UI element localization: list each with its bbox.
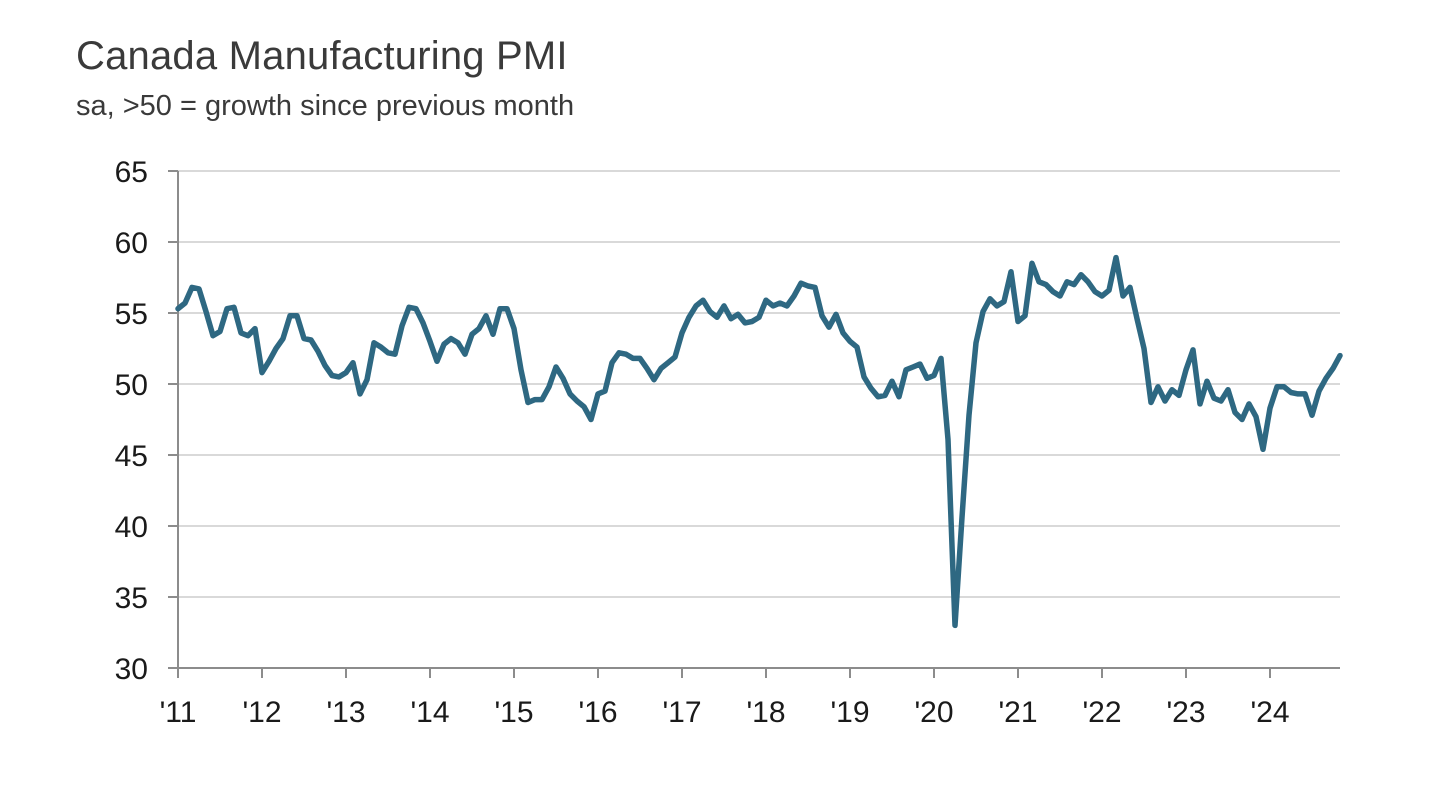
x-tick-label: '16: [578, 696, 617, 729]
y-tick-label: 60: [115, 227, 148, 260]
x-tick-label: '15: [494, 696, 533, 729]
x-tick-label: '23: [1166, 696, 1205, 729]
y-tick-label: 40: [115, 511, 148, 544]
y-tick-labels: 30 35 40 45 50 55 60 65: [115, 156, 148, 686]
series-line-pmi: [175, 254, 1343, 629]
x-tick-label: '18: [746, 696, 785, 729]
x-tick-label: '14: [410, 696, 449, 729]
x-tick-label: '22: [1082, 696, 1121, 729]
y-tick-label: 55: [115, 298, 148, 331]
series-lines: [175, 254, 1343, 629]
x-tick-label: '17: [662, 696, 701, 729]
y-tick-label: 65: [115, 156, 148, 189]
x-tick-label: '12: [242, 696, 281, 729]
y-tick-label: 30: [115, 653, 148, 686]
x-tick-label: '13: [326, 696, 365, 729]
x-tick-labels: '11 '12 '13 '14 '15 '16 '17 '18 '19 '20 '21 '22 '23 '…: [160, 696, 1290, 729]
x-tick-label: '21: [998, 696, 1037, 729]
gridlines: [178, 170, 1340, 598]
x-tick-label: '20: [914, 696, 953, 729]
chart-title: Canada Manufacturing PMI: [76, 34, 568, 78]
x-tick-label: '19: [830, 696, 869, 729]
y-tick-label: 45: [115, 440, 148, 473]
chart-subtitle: sa, >50 = growth since previous month: [76, 90, 575, 122]
y-tick-label: 35: [115, 582, 148, 615]
x-tick-label: '11: [160, 696, 197, 729]
y-tick-label: 50: [115, 369, 148, 402]
axes: [168, 170, 1340, 678]
x-tick-label: '24: [1250, 696, 1289, 729]
